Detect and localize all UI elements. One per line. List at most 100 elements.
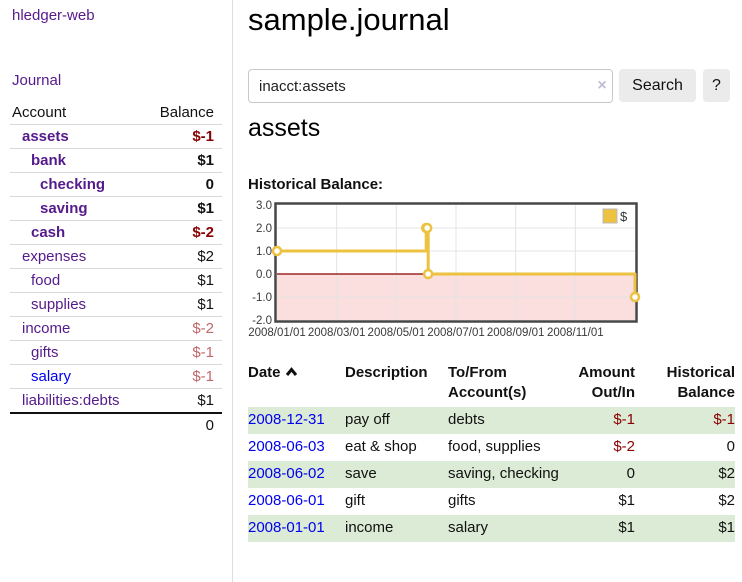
- account-balance: $1: [145, 268, 222, 293]
- account-row: liabilities:debts $1: [10, 388, 222, 413]
- transaction-accounts: debts: [448, 411, 485, 428]
- transaction-amount: $-2: [613, 438, 635, 455]
- x-tick-label: 2008/01/01: [248, 327, 306, 339]
- account-link[interactable]: assets: [22, 128, 69, 145]
- transaction-description: pay off: [345, 411, 390, 428]
- clear-search-icon[interactable]: ×: [597, 77, 607, 94]
- x-tick-label: 2008/11/01: [547, 327, 604, 339]
- accounts-col-balance: Balance: [159, 104, 214, 121]
- x-tick-label: 2008/03/01: [308, 327, 366, 339]
- register-col-date[interactable]: Date: [248, 360, 345, 407]
- transaction-date-link[interactable]: 2008-01-01: [248, 519, 325, 536]
- accounts-body: assets $-1 bank $1 checking 0 saving $1 cash $-2 e…: [10, 124, 222, 413]
- transaction-row: 2008-06-02 save saving, checking 0 $2: [248, 461, 735, 488]
- transaction-date-cell: 2008-06-03: [248, 434, 345, 461]
- y-tick-label: 3.0: [256, 200, 272, 212]
- register-col-accounts: To/From Account(s): [448, 364, 527, 401]
- chart-title: Historical Balance:: [248, 176, 384, 193]
- transaction-balance: $1: [718, 519, 735, 536]
- accounts-total-value: 0: [145, 412, 222, 437]
- transaction-row: 2008-01-01 income salary $1 $1: [248, 515, 735, 542]
- sidebar: hledger-web Journal Account Balance asse…: [0, 0, 233, 582]
- data-point-marker: [629, 291, 641, 303]
- account-link[interactable]: food: [31, 272, 61, 289]
- transaction-balance: $-1: [713, 411, 735, 428]
- account-balance: $1: [145, 292, 222, 317]
- account-link[interactable]: checking: [40, 176, 106, 193]
- help-button[interactable]: ?: [703, 69, 730, 102]
- transaction-accounts: saving, checking: [448, 465, 559, 482]
- search-button[interactable]: Search: [619, 69, 696, 102]
- transaction-description: eat & shop: [345, 438, 417, 455]
- transaction-row: 2008-06-03 eat & shop food, supplies $-2 0: [248, 434, 735, 461]
- account-row: checking 0: [10, 172, 222, 197]
- app-title-link[interactable]: hledger-web: [12, 7, 95, 24]
- accounts-table: Account Balance assets $-1 bank $1 checking 0…: [10, 101, 222, 437]
- account-link[interactable]: cash: [31, 224, 66, 241]
- account-link[interactable]: supplies: [31, 296, 87, 313]
- transaction-amount: $1: [618, 492, 635, 509]
- transaction-date-cell: 2008-01-01: [248, 515, 345, 542]
- account-link[interactable]: expenses: [22, 248, 87, 265]
- sort-ascending-icon[interactable]: [285, 367, 298, 377]
- account-row: assets $-1: [10, 124, 222, 149]
- register-body: 2008-12-31 pay off debts $-1 $-1 2008-06-03 ea…: [248, 407, 735, 542]
- account-row: saving $1: [10, 196, 222, 221]
- data-point-marker: [271, 245, 283, 257]
- account-balance: $1: [145, 148, 222, 173]
- register-col-balance: Historical Balance: [666, 364, 735, 401]
- transaction-description: gift: [345, 492, 366, 509]
- account-row: gifts $-1: [10, 340, 222, 365]
- search-form: × Search ?: [248, 69, 735, 103]
- transaction-row: 2008-06-01 gift gifts $1 $2: [248, 488, 735, 515]
- transaction-date-link[interactable]: 2008-06-03: [248, 438, 325, 455]
- account-balance: $-1: [145, 124, 222, 149]
- data-point-marker: [422, 268, 434, 280]
- transaction-description: save: [345, 465, 377, 482]
- transaction-date-link[interactable]: 2008-12-31: [248, 411, 325, 428]
- accounts-col-account: Account: [12, 104, 67, 121]
- transaction-date-cell: 2008-12-31: [248, 407, 345, 434]
- y-tick-label: 1.0: [256, 246, 272, 258]
- register-col-amount: Amount Out/In: [578, 364, 635, 401]
- account-balance: $1: [145, 388, 222, 413]
- account-balance: 0: [145, 172, 222, 197]
- account-balance: $-1: [145, 364, 222, 389]
- account-balance: $-2: [145, 220, 222, 245]
- account-link[interactable]: liabilities:debts: [22, 392, 120, 409]
- account-row: bank $1: [10, 148, 222, 173]
- accounts-total-row: 0: [10, 412, 222, 437]
- account-link[interactable]: income: [22, 320, 71, 337]
- x-tick-label: 2008/09/01: [487, 327, 545, 339]
- transaction-amount: $1: [618, 519, 635, 536]
- account-link[interactable]: salary: [31, 368, 72, 385]
- account-row: expenses $2: [10, 244, 222, 269]
- data-point-marker: [421, 222, 433, 234]
- transaction-amount: $-1: [613, 411, 635, 428]
- sidebar-item-journal[interactable]: Journal: [12, 72, 62, 89]
- transaction-description: income: [345, 519, 394, 536]
- account-balance: $1: [145, 196, 222, 221]
- search-input[interactable]: [248, 69, 613, 103]
- account-link[interactable]: gifts: [31, 344, 59, 361]
- accounts-header-row: Account Balance: [10, 101, 222, 125]
- x-tick-label: 2008/07/01: [427, 327, 485, 339]
- transaction-balance: $2: [718, 492, 735, 509]
- transaction-accounts: gifts: [448, 492, 476, 509]
- account-row: food $1: [10, 268, 222, 293]
- register-col-description: Description: [345, 364, 428, 381]
- account-heading: assets: [248, 114, 321, 142]
- account-link[interactable]: bank: [31, 152, 67, 169]
- account-row: cash $-2: [10, 220, 222, 245]
- account-row: supplies $1: [10, 292, 222, 317]
- transaction-date-link[interactable]: 2008-06-02: [248, 465, 325, 482]
- account-balance: $-1: [145, 340, 222, 365]
- account-row: income $-2: [10, 316, 222, 341]
- x-tick-label: 2008/05/01: [368, 327, 426, 339]
- transaction-date-link[interactable]: 2008-06-01: [248, 492, 325, 509]
- account-balance: $-2: [145, 316, 222, 341]
- y-tick-label: -2.0: [252, 315, 272, 327]
- account-link[interactable]: saving: [40, 200, 88, 217]
- main-content: sample.journal × Search ? assets Histori…: [248, 0, 735, 582]
